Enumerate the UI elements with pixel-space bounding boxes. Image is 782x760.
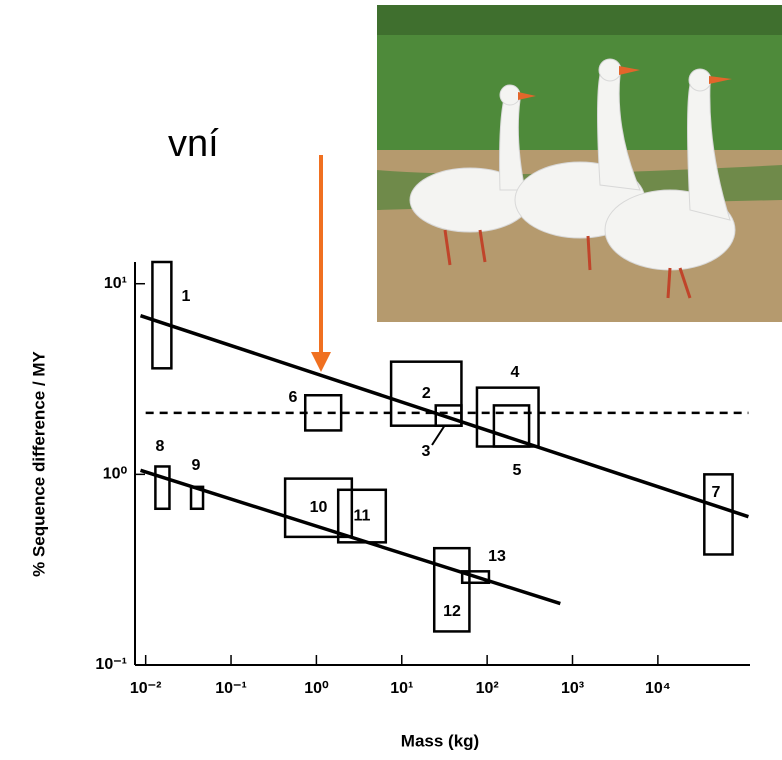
- y-tick-label: 10⁰: [103, 466, 128, 483]
- box-label: 6: [289, 389, 298, 406]
- trend-line: [139, 313, 749, 519]
- x-tick-label: 10⁻¹: [215, 680, 247, 697]
- x-tick-label: 10⁴: [645, 680, 671, 697]
- box-label: 12: [443, 603, 461, 620]
- heading: vní: [168, 123, 219, 165]
- pointer: [431, 424, 446, 446]
- y-tick-label: 10¹: [104, 275, 127, 292]
- range-box: [151, 260, 173, 370]
- photo: [377, 5, 782, 322]
- range-box: [303, 394, 343, 432]
- box-label: 1: [182, 288, 191, 305]
- range-box: [432, 546, 471, 633]
- box-label: 11: [354, 507, 371, 524]
- range-box: [460, 570, 491, 585]
- x-tick-label: 10¹: [390, 680, 413, 697]
- arrow: [311, 155, 331, 372]
- range-box: [434, 404, 463, 427]
- box-label: 9: [192, 457, 201, 474]
- box-label: 4: [511, 364, 520, 381]
- y-axis-label: % Sequence difference / MY: [29, 350, 48, 576]
- box-label: 2: [422, 385, 431, 402]
- y-tick-label: 10⁻¹: [95, 656, 127, 673]
- box-label: 13: [488, 548, 506, 565]
- x-axis-label: Mass (kg): [401, 731, 479, 750]
- range-box: [189, 485, 205, 511]
- box-label: 5: [513, 462, 522, 479]
- x-tick-label: 10²: [476, 680, 499, 697]
- range-box: [389, 360, 463, 427]
- range-box: [154, 465, 171, 511]
- box-label: 8: [156, 438, 165, 455]
- range-box: [283, 477, 354, 539]
- x-tick-label: 10⁰: [304, 680, 329, 697]
- x-tick-label: 10³: [561, 680, 584, 697]
- range-box: [492, 404, 531, 448]
- box-label: 10: [310, 499, 328, 516]
- box-label: 3: [422, 443, 431, 460]
- box-label: 7: [712, 484, 721, 501]
- range-box: [703, 473, 734, 556]
- x-tick-label: 10⁻²: [130, 680, 162, 697]
- range-box: [336, 488, 388, 544]
